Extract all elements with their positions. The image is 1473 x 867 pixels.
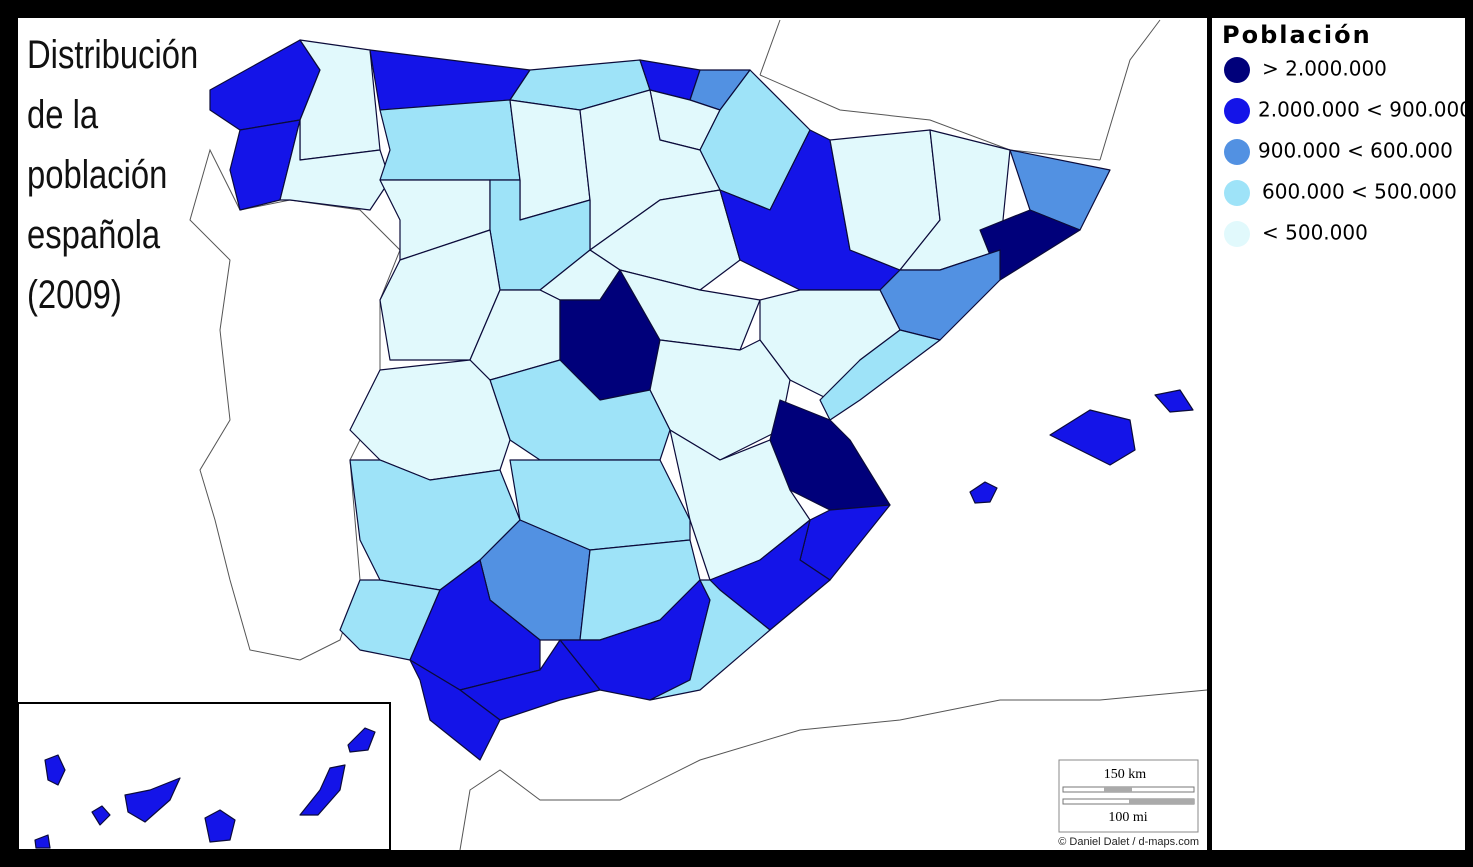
province xyxy=(379,99,521,181)
legend-label: 600.000 < 500.000 xyxy=(1262,180,1457,204)
province xyxy=(44,754,66,786)
province xyxy=(299,39,381,161)
province xyxy=(969,481,998,504)
title-line: española xyxy=(27,212,161,257)
province xyxy=(299,764,346,816)
credit: © Daniel Dalet / d-maps.com xyxy=(1058,836,1199,848)
legend-label: < 500.000 xyxy=(1262,221,1368,245)
legend: > 2.000.000 2.000.000 < 900.000 900.000 < … xyxy=(1224,57,1472,247)
legend-panel xyxy=(1212,18,1465,850)
legend-swatch xyxy=(1224,57,1250,83)
province xyxy=(819,329,941,421)
scale-mi-label: 100 mi xyxy=(1108,810,1147,825)
province xyxy=(279,119,391,211)
province xyxy=(347,727,376,753)
scale-box xyxy=(1058,759,1199,833)
scale-km-seg xyxy=(1104,787,1132,792)
province xyxy=(204,809,236,843)
france xyxy=(759,19,1161,161)
title-line: (2009) xyxy=(27,272,122,317)
province xyxy=(1154,389,1194,413)
legend-label: 900.000 < 600.000 xyxy=(1258,139,1453,163)
provinces xyxy=(209,39,1194,761)
legend-swatch xyxy=(1224,180,1250,206)
canary-islands xyxy=(34,727,376,849)
title-line: Distribución xyxy=(27,32,198,77)
title-line: población xyxy=(27,152,167,197)
legend-title: Población xyxy=(1222,21,1372,49)
title: Distribución de la población española (2009) xyxy=(27,32,198,317)
province xyxy=(489,359,671,461)
scale-bar: 150 km 100 mi xyxy=(1058,759,1199,833)
scale-mi-seg xyxy=(1129,799,1194,804)
legend-label: 2.000.000 < 900.000 xyxy=(1258,98,1472,122)
province xyxy=(1049,409,1136,466)
legend-swatch xyxy=(1224,98,1250,124)
title-line: de la xyxy=(27,92,99,137)
legend-swatch xyxy=(1224,221,1250,247)
legend-label: > 2.000.000 xyxy=(1262,57,1387,81)
scale-km-label: 150 km xyxy=(1104,767,1147,782)
province xyxy=(124,777,181,823)
portugal xyxy=(189,148,401,661)
province xyxy=(649,579,771,701)
neighbours xyxy=(189,19,1208,851)
province xyxy=(619,269,761,351)
province xyxy=(509,99,591,221)
province xyxy=(229,119,301,211)
africa xyxy=(459,689,1208,851)
province xyxy=(91,805,111,826)
province xyxy=(34,834,51,849)
province xyxy=(409,659,501,761)
legend-swatch xyxy=(1224,139,1250,165)
